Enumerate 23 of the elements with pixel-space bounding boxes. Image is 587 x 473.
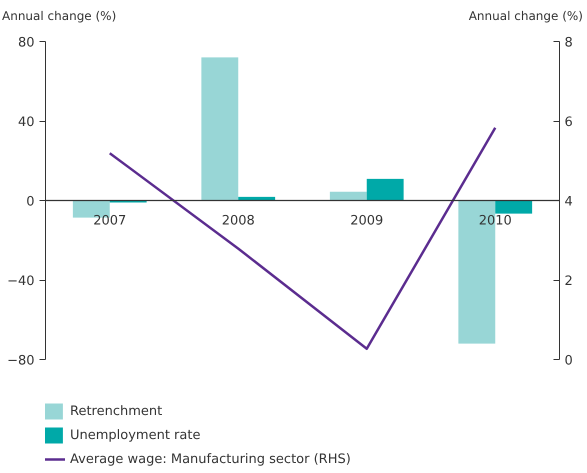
y2-tick-label: 8: [564, 36, 573, 50]
bar: [201, 57, 238, 200]
y-axis-title: Annual change (%): [2, 8, 116, 25]
y2-tick-label: 2: [564, 274, 573, 289]
bar: [330, 192, 367, 200]
x-tick-label: 2010: [478, 214, 512, 228]
x-tick-label: 2007: [93, 214, 126, 228]
x-tick-label: 2009: [350, 214, 384, 228]
legend-label: Average wage: Manufacturing sector (RHS): [70, 450, 351, 468]
x-tick-label: 2008: [222, 214, 255, 228]
y2-tick-label: 0: [564, 354, 573, 368]
y-tick-label: −40: [7, 274, 35, 289]
y-tick-label: −80: [7, 354, 35, 368]
legend-label: Retrenchment: [70, 402, 162, 420]
y-tick-label: 80: [18, 36, 35, 50]
y2-tick-label: 4: [564, 194, 573, 210]
y2-axis-title: Annual change (%): [468, 8, 583, 25]
bar: [495, 200, 532, 214]
legend-label: Unemployment rate: [70, 426, 200, 444]
y-tick-label: 40: [18, 115, 35, 130]
bar: [366, 178, 404, 200]
y2-tick-label: 6: [564, 115, 573, 130]
y-tick-label: 0: [26, 194, 35, 210]
